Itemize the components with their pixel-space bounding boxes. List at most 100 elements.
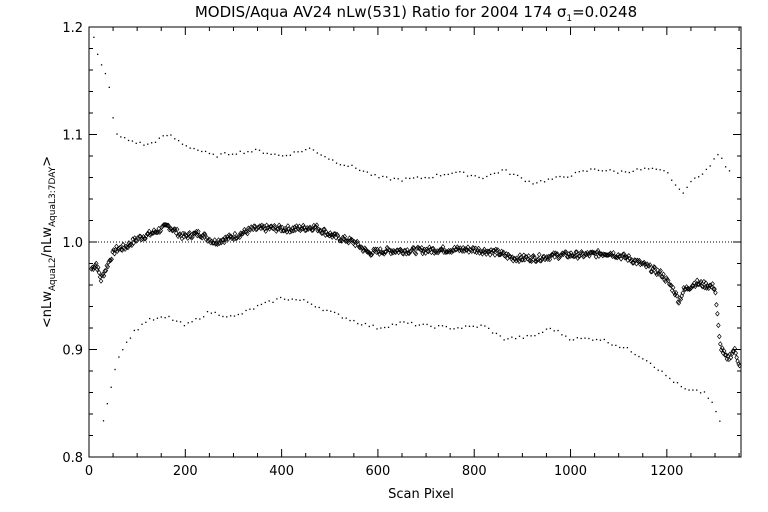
bound-point <box>376 328 378 330</box>
data-point <box>96 269 102 276</box>
data-point <box>331 231 337 237</box>
bound-point <box>162 135 164 137</box>
data-point <box>284 229 290 235</box>
chart-title: MODIS/Aqua AV24 nLw(531) Ratio for 2004 … <box>195 3 637 24</box>
bound-point <box>565 335 567 337</box>
data-point <box>475 247 480 254</box>
bound-point <box>711 401 713 403</box>
bound-point <box>229 315 232 317</box>
bound-point <box>231 153 234 155</box>
bound-point <box>563 176 565 178</box>
bound-point <box>470 174 473 177</box>
bound-point <box>553 330 555 332</box>
data-point <box>93 262 98 268</box>
ylabel-open: <nLw <box>40 291 55 328</box>
bound-point <box>274 153 276 155</box>
bound-point <box>501 169 503 171</box>
data-point <box>137 233 142 239</box>
data-point <box>389 248 395 254</box>
data-point <box>693 283 698 290</box>
bound-point <box>285 154 288 157</box>
bound-point <box>495 332 498 335</box>
data-point <box>222 239 227 246</box>
bound-point <box>568 339 571 341</box>
data-point <box>90 264 95 271</box>
data-point <box>713 290 718 296</box>
data-point <box>200 232 206 238</box>
bound-point <box>607 342 609 344</box>
bound-point <box>490 173 492 176</box>
bound-point <box>472 325 474 327</box>
data-point <box>245 230 250 237</box>
data-point <box>330 232 336 238</box>
data-point <box>142 235 147 242</box>
data-point <box>469 248 475 255</box>
data-point <box>432 250 437 256</box>
data-point <box>520 257 526 263</box>
bound-point <box>430 325 432 328</box>
data-point <box>581 254 586 260</box>
bound-point <box>659 169 661 171</box>
data-point <box>595 247 601 254</box>
data-point <box>623 254 629 261</box>
data-point <box>382 249 388 255</box>
bound-point <box>145 321 147 323</box>
data-point <box>263 228 268 234</box>
data-point <box>421 248 426 255</box>
data-point <box>497 251 503 258</box>
bound-point <box>245 309 247 312</box>
data-point <box>103 267 109 274</box>
bound-point <box>709 165 711 167</box>
bound-point <box>293 151 295 153</box>
data-point <box>322 226 327 233</box>
series-mean-ratio <box>89 222 742 369</box>
bound-point <box>357 322 359 325</box>
bound-point <box>214 311 216 314</box>
bound-point <box>187 322 189 324</box>
bound-point <box>632 170 634 172</box>
data-point <box>325 231 330 238</box>
bound-point <box>320 154 322 156</box>
bound-point <box>459 171 461 173</box>
bound-point <box>588 337 590 340</box>
data-point <box>438 246 444 253</box>
x-axis-label: Scan Pixel <box>388 487 454 502</box>
bound-point <box>671 179 673 181</box>
data-point <box>107 257 112 264</box>
data-point <box>409 246 415 253</box>
bound-point <box>380 327 382 329</box>
data-point <box>256 224 262 230</box>
data-point <box>456 245 461 252</box>
bound-point <box>185 145 187 147</box>
data-point <box>696 281 702 287</box>
data-point <box>437 246 443 253</box>
bound-point <box>112 117 114 119</box>
data-point <box>187 230 192 236</box>
data-point <box>275 226 280 232</box>
data-point <box>203 236 209 243</box>
data-point <box>574 249 580 255</box>
x-tick-label: 0 <box>85 464 93 479</box>
data-point <box>294 223 299 229</box>
bound-point <box>476 326 478 328</box>
ylabel-sub1: AquaL2 <box>48 257 58 291</box>
bound-point <box>125 341 128 343</box>
bound-point <box>268 300 270 302</box>
data-point <box>557 254 562 261</box>
data-point <box>232 230 238 237</box>
bound-point <box>197 149 199 151</box>
bound-point <box>669 377 671 380</box>
data-point <box>459 248 465 254</box>
ylabel-close: > <box>40 156 55 167</box>
bound-point <box>445 325 447 328</box>
bound-point <box>253 308 255 310</box>
data-point <box>174 226 180 233</box>
data-point <box>477 250 482 256</box>
data-point <box>251 223 257 229</box>
data-point <box>565 254 571 260</box>
series-lower-bound <box>102 296 721 422</box>
bound-point <box>411 321 413 324</box>
bound-point <box>688 389 690 391</box>
bound-point <box>141 323 143 325</box>
title-sigma: σ <box>557 3 567 21</box>
